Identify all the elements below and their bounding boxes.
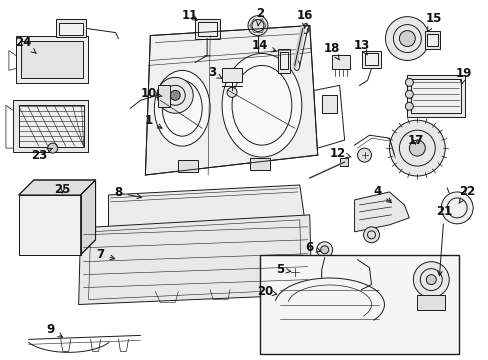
Circle shape — [357, 148, 371, 162]
Bar — [13, 100, 87, 152]
Bar — [56, 19, 85, 37]
Text: 19: 19 — [455, 67, 471, 84]
Text: 4: 4 — [373, 185, 390, 203]
Text: 16: 16 — [296, 9, 312, 28]
Bar — [407, 75, 464, 117]
Bar — [222, 68, 242, 82]
Circle shape — [405, 78, 412, 86]
Text: 25: 25 — [54, 184, 71, 197]
Bar — [416, 294, 444, 310]
Text: 1: 1 — [144, 114, 162, 128]
Bar — [198, 22, 217, 36]
Text: 5: 5 — [275, 263, 290, 276]
Polygon shape — [81, 180, 95, 255]
Ellipse shape — [222, 54, 301, 157]
Polygon shape — [145, 26, 317, 175]
Polygon shape — [354, 192, 408, 232]
Circle shape — [405, 90, 412, 98]
Text: 21: 21 — [435, 205, 451, 276]
Text: 20: 20 — [256, 285, 276, 298]
Bar — [16, 36, 87, 84]
Text: 17: 17 — [407, 134, 423, 147]
Text: 3: 3 — [207, 66, 222, 79]
Ellipse shape — [154, 71, 210, 146]
Text: 14: 14 — [251, 39, 276, 52]
Circle shape — [157, 77, 193, 113]
Polygon shape — [19, 180, 95, 195]
Circle shape — [170, 90, 180, 100]
Text: 11: 11 — [182, 9, 198, 22]
Text: 8: 8 — [114, 186, 142, 199]
Polygon shape — [108, 185, 304, 228]
Polygon shape — [19, 195, 81, 255]
Bar — [277, 49, 289, 73]
Text: 23: 23 — [31, 148, 52, 162]
Circle shape — [226, 87, 237, 97]
Bar — [279, 53, 287, 69]
Circle shape — [285, 263, 303, 280]
Circle shape — [247, 15, 267, 36]
Circle shape — [399, 31, 414, 46]
Bar — [19, 105, 83, 147]
Bar — [321, 95, 336, 113]
Bar — [178, 160, 198, 172]
Bar — [364, 54, 378, 66]
Circle shape — [412, 262, 448, 298]
Text: 24: 24 — [15, 36, 36, 53]
Circle shape — [388, 120, 444, 176]
Circle shape — [408, 140, 425, 156]
Circle shape — [440, 192, 472, 224]
Text: 22: 22 — [458, 185, 474, 203]
Bar — [331, 55, 349, 69]
Bar — [158, 85, 170, 107]
Text: 18: 18 — [323, 42, 339, 60]
Bar — [425, 31, 439, 49]
Bar — [260, 255, 458, 354]
Circle shape — [363, 227, 379, 243]
Polygon shape — [79, 215, 311, 305]
Bar — [427, 33, 437, 45]
Bar — [195, 19, 220, 39]
Circle shape — [426, 275, 435, 285]
Text: 6: 6 — [305, 241, 320, 254]
Circle shape — [48, 143, 58, 153]
Bar — [249, 158, 269, 170]
Circle shape — [385, 17, 428, 60]
Text: 10: 10 — [140, 87, 162, 100]
Bar — [410, 80, 460, 113]
Text: 13: 13 — [353, 39, 369, 55]
Text: 7: 7 — [96, 248, 115, 261]
Text: 9: 9 — [46, 323, 62, 337]
Bar — [339, 158, 347, 166]
Text: 2: 2 — [255, 7, 264, 26]
Bar — [318, 270, 324, 278]
Text: 15: 15 — [425, 12, 442, 32]
Bar — [59, 23, 82, 35]
Circle shape — [316, 242, 332, 258]
Text: 12: 12 — [329, 147, 350, 159]
Bar — [361, 50, 381, 68]
Bar — [21, 41, 82, 78]
Circle shape — [320, 246, 328, 254]
Circle shape — [405, 102, 412, 110]
